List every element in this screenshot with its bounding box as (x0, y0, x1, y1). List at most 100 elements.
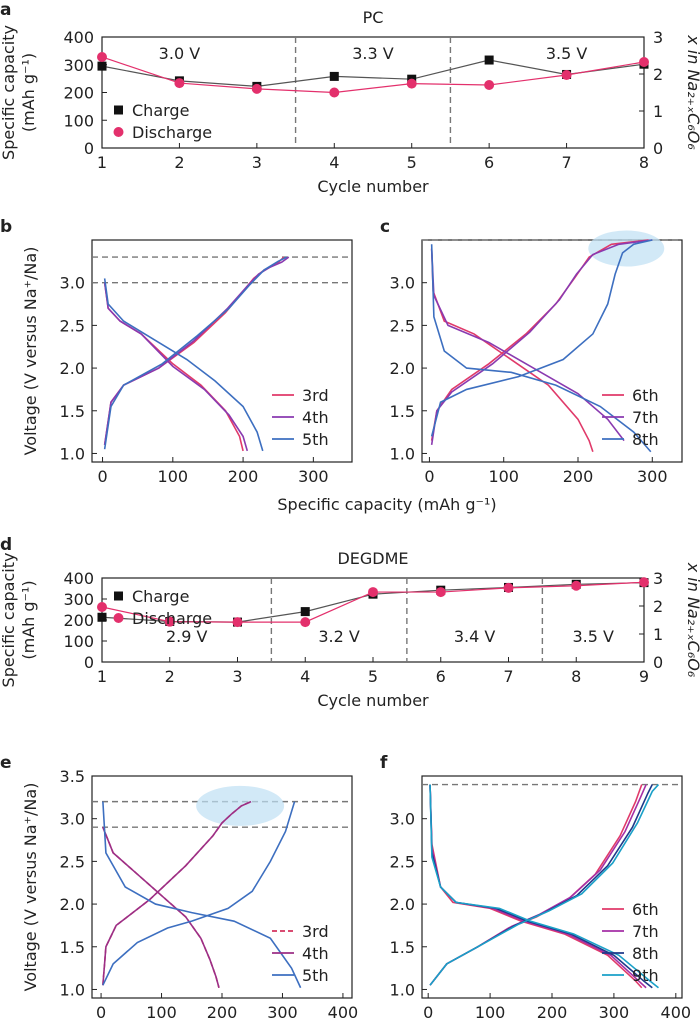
y-tick-label-d-4: 400 (63, 569, 94, 588)
voltage-region-label-d-2: 3.4 V (454, 627, 496, 646)
panel-letter-f: f (380, 753, 388, 773)
data-point-d-discharge-4 (368, 587, 378, 598)
data-point-a-charge-0 (97, 61, 107, 71)
curve-b-4th-discharge (103, 282, 249, 452)
panel-letter-b: b (0, 217, 12, 237)
curve-f-9th-charge (429, 784, 660, 986)
legend-label-e-1: 4th (302, 944, 329, 963)
voltage-region-label-d-0: 2.9 V (166, 627, 208, 646)
data-point-a-discharge-1 (174, 78, 185, 89)
x-tick-label-d-0: 1 (97, 667, 107, 686)
x-tick-label-f-3: 300 (599, 1003, 630, 1022)
x-tick-label-b-1: 100 (158, 467, 189, 486)
curve-b-5th-discharge (103, 278, 264, 452)
x-tick-label-b-3: 300 (298, 467, 329, 486)
voltage-region-label-a-1: 3.3 V (352, 44, 394, 63)
voltage-region-label-d-3: 3.5 V (572, 627, 614, 646)
series-line-a-discharge (101, 56, 645, 94)
panel-letter-c: c (380, 217, 390, 237)
series-line-a-charge (101, 59, 645, 87)
y2-tick-label-d-3: 3 (653, 569, 663, 588)
x-tick-label-a-6: 7 (561, 153, 571, 172)
panel-title-d: DEGDME (337, 549, 408, 568)
legend-label-f-3: 9th (632, 966, 659, 985)
y-tick-label-a-4: 400 (63, 28, 94, 47)
legend-marker-d-0 (114, 591, 123, 601)
y-axis-label-b: Voltage (V versus Na⁺/Na) (21, 247, 40, 456)
shared-x-axis-label: Specific capacity (mAh g⁻¹) (277, 495, 496, 514)
y-tick-label-b-4: 3.0 (60, 274, 85, 293)
y-tick-label-c-1: 1.5 (390, 402, 415, 421)
curve-c-8th-charge (430, 239, 653, 437)
legend-label-c-1: 7th (632, 408, 659, 427)
curve-e-3rd-discharge (102, 826, 220, 988)
y2-tick-label-a-0: 0 (653, 139, 663, 158)
x-tick-label-a-4: 5 (407, 153, 417, 172)
y2-tick-label-a-1: 1 (653, 102, 663, 121)
x-tick-label-f-2: 200 (537, 1003, 568, 1022)
x-tick-label-e-1: 100 (146, 1003, 177, 1022)
x-tick-label-d-1: 2 (165, 667, 175, 686)
x-tick-label-a-5: 6 (484, 153, 494, 172)
x-tick-label-f-1: 100 (475, 1003, 506, 1022)
panel-letter-e: e (0, 753, 12, 773)
legend-marker-d-1 (113, 613, 124, 623)
y-axis-label-e: Voltage (V versus Na⁺/Na) (21, 783, 40, 992)
legend-label-c-2: 8th (632, 430, 659, 449)
panel-letter-d: d (0, 535, 12, 555)
legend-label-b-0: 3rd (302, 386, 329, 405)
curve-b-4th-charge (103, 256, 290, 446)
data-point-a-discharge-4 (406, 78, 417, 89)
curve-c-8th-discharge (430, 244, 652, 453)
x-axis-label-d: Cycle number (317, 691, 429, 710)
y-tick-label-f-4: 3.0 (390, 810, 415, 829)
y-axis-label-unit-d: (mAh g⁻¹) (19, 580, 38, 659)
x-tick-label-d-4: 5 (368, 667, 378, 686)
data-point-d-discharge-3 (300, 617, 311, 628)
data-point-a-discharge-0 (97, 51, 107, 62)
curve-c-6th-discharge (430, 248, 594, 453)
y-tick-label-a-2: 200 (63, 84, 94, 103)
x-tick-label-f-4: 400 (661, 1003, 692, 1022)
curve-f-7th-discharge (429, 784, 647, 989)
y-axis-label-a: Specific capacity (0, 25, 18, 160)
y-tick-label-b-1: 1.5 (60, 402, 85, 421)
legend-label-d-1: Discharge (132, 609, 212, 628)
y-tick-label-c-3: 2.5 (390, 316, 415, 335)
y-tick-label-e-3: 2.5 (60, 852, 85, 871)
voltage-region-label-a-0: 3.0 V (159, 44, 201, 63)
x-tick-label-a-0: 1 (97, 153, 107, 172)
curve-e-5th-charge (102, 801, 296, 986)
y-tick-label-d-2: 200 (63, 611, 94, 630)
x-tick-label-d-3: 4 (300, 667, 310, 686)
legend-label-d-0: Charge (132, 587, 189, 606)
plot-frame-c (421, 239, 683, 463)
x-tick-label-d-7: 8 (571, 667, 581, 686)
y-tick-label-c-4: 3.0 (390, 274, 415, 293)
x-tick-label-a-3: 4 (329, 153, 339, 172)
data-point-d-charge-0 (97, 612, 107, 622)
y-tick-label-b-2: 2.0 (60, 359, 85, 378)
legend-label-a-0: Charge (132, 101, 189, 120)
curve-c-7th-charge (430, 239, 653, 446)
y2-tick-label-a-2: 2 (653, 65, 663, 84)
y-tick-label-a-1: 100 (63, 111, 94, 130)
x-axis-label-a: Cycle number (317, 177, 429, 196)
y-tick-label-f-0: 1.0 (390, 980, 415, 999)
curve-e-5th-discharge (102, 801, 302, 989)
curve-b-3rd-charge (103, 256, 285, 446)
curve-b-5th-charge (103, 256, 288, 450)
data-point-a-charge-5 (484, 55, 494, 65)
data-point-d-discharge-8 (639, 577, 649, 588)
data-point-a-charge-3 (329, 71, 339, 81)
curve-f-8th-discharge (429, 784, 653, 989)
data-point-a-discharge-5 (484, 80, 495, 91)
y-tick-label-c-2: 2.0 (390, 359, 415, 378)
x-tick-label-e-2: 200 (207, 1003, 238, 1022)
data-point-d-discharge-1 (164, 616, 175, 627)
y-tick-label-f-2: 2.0 (390, 895, 415, 914)
x-tick-label-c-1: 100 (488, 467, 519, 486)
curve-e-3rd-charge (102, 800, 252, 986)
x-tick-label-a-1: 2 (174, 153, 184, 172)
legend-label-b-1: 4th (302, 408, 329, 427)
